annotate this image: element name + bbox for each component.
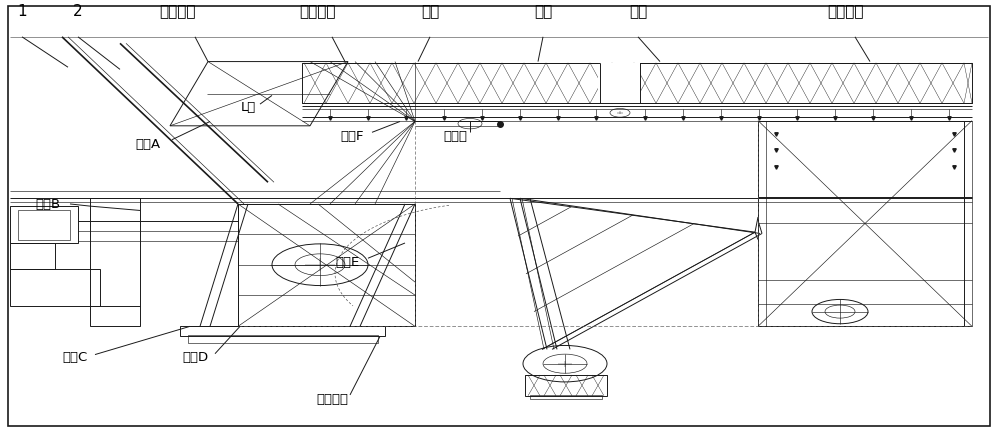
Text: 位置E: 位置E <box>336 255 360 268</box>
Bar <box>530 395 602 399</box>
Bar <box>238 204 415 327</box>
Bar <box>10 270 100 306</box>
Text: 上料台架: 上料台架 <box>827 4 863 19</box>
Text: L型: L型 <box>240 101 256 114</box>
Bar <box>180 327 385 336</box>
Bar <box>10 243 55 270</box>
Text: 位置C: 位置C <box>62 350 88 363</box>
Text: 成排坯料: 成排坯料 <box>300 4 336 19</box>
Text: 接钢臂: 接钢臂 <box>443 130 467 142</box>
Bar <box>238 204 415 327</box>
Bar <box>18 210 70 240</box>
Bar <box>10 207 78 243</box>
Bar <box>188 335 378 343</box>
Text: 2: 2 <box>73 4 83 19</box>
Bar <box>302 64 972 104</box>
Text: 静梁: 静梁 <box>629 4 647 19</box>
Text: 1: 1 <box>17 4 27 19</box>
Text: 动梁: 动梁 <box>421 4 439 19</box>
Text: 推头: 推头 <box>534 4 552 19</box>
Bar <box>90 199 140 327</box>
Text: 静梁斜面: 静梁斜面 <box>160 4 196 19</box>
Text: 位置B: 位置B <box>35 198 61 211</box>
Text: 位置D: 位置D <box>182 350 208 363</box>
Text: 位置F: 位置F <box>340 130 364 142</box>
Text: 静梁支座: 静梁支座 <box>316 392 348 405</box>
Bar <box>598 64 640 104</box>
Text: 位置A: 位置A <box>135 137 161 150</box>
Bar <box>525 375 607 396</box>
